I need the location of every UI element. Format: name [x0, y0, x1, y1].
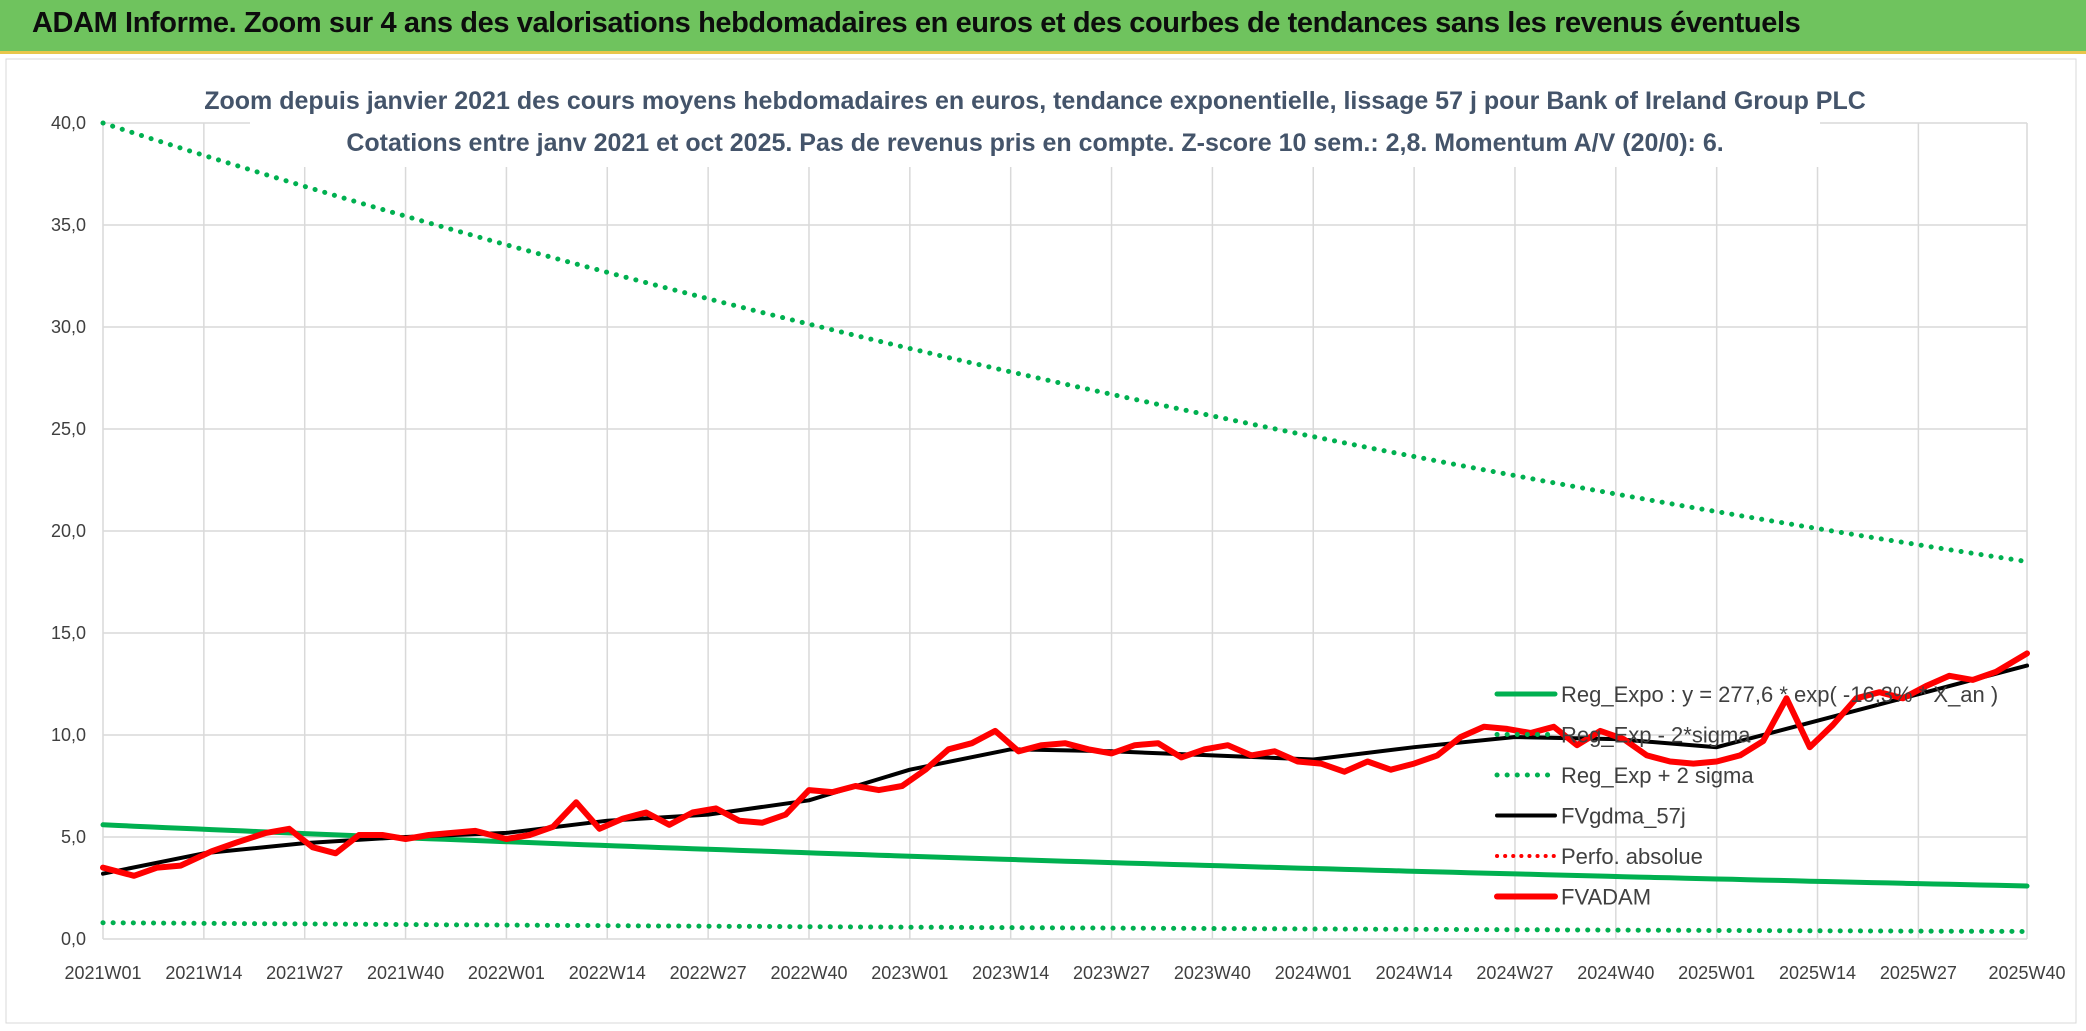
x-tick-label: 2023W40: [1174, 963, 1251, 983]
y-axis-ticks: 0,0 5,0 10,0 15,0 20,0 25,0 30,0 35,0 40,0: [51, 113, 86, 949]
x-axis-ticks: 2021W01 2021W14 2021W27 2021W40 2022W01 2022W…: [64, 963, 2065, 983]
x-tick-label: 2025W40: [1988, 963, 2065, 983]
x-tick-label: 2021W01: [64, 963, 141, 983]
y-tick-label: 10,0: [51, 725, 86, 745]
x-tick-label: 2021W14: [165, 963, 242, 983]
x-tick-label: 2023W27: [1073, 963, 1150, 983]
x-tick-label: 2021W27: [266, 963, 343, 983]
series-line-fvadam: [100, 650, 2030, 879]
y-tick-label: 0,0: [61, 929, 86, 949]
chart-title: Zoom depuis janvier 2021 des cours moyen…: [204, 87, 1866, 115]
legend: Reg_Expo : y = 277,6 * exp( -16,3% * X_a…: [1494, 682, 1998, 910]
chart-subtitle: Cotations entre janv 2021 et oct 2025. P…: [346, 129, 1723, 157]
legend-entry: FVADAM: [1561, 885, 1651, 910]
y-tick-label: 5,0: [61, 827, 86, 847]
x-tick-label: 2024W14: [1376, 963, 1453, 983]
y-tick-label: 20,0: [51, 521, 86, 541]
y-tick-label: 40,0: [51, 113, 86, 133]
x-tick-label: 2025W14: [1779, 963, 1856, 983]
y-tick-label: 35,0: [51, 215, 86, 235]
x-tick-label: 2022W01: [468, 963, 545, 983]
x-tick-label: 2025W01: [1678, 963, 1755, 983]
y-tick-label: 15,0: [51, 623, 86, 643]
y-tick-label: 25,0: [51, 419, 86, 439]
page-title: ADAM Informe. Zoom sur 4 ans des valoris…: [32, 7, 1801, 39]
x-tick-label: 2022W14: [569, 963, 646, 983]
x-tick-label: 2024W27: [1476, 963, 1553, 983]
x-tick-label: 2023W01: [871, 963, 948, 983]
x-tick-label: 2022W40: [770, 963, 847, 983]
x-tick-label: 2024W01: [1275, 963, 1352, 983]
x-tick-label: 2021W40: [367, 963, 444, 983]
x-tick-label: 2023W14: [972, 963, 1049, 983]
series-line-reg-exp-2-sigma: [100, 120, 2030, 565]
legend-entry: Perfo. absolue: [1561, 844, 1703, 869]
title-backdrop: [250, 75, 1820, 167]
series-line-reg-exp-2-sigma: [100, 920, 2030, 934]
legend-entry: Reg_Exp + 2 sigma: [1561, 763, 1754, 788]
x-tick-label: 2025W27: [1880, 963, 1957, 983]
x-tick-label: 2024W40: [1577, 963, 1654, 983]
legend-entry: Reg_Exp - 2*sigma: [1561, 723, 1751, 748]
legend-entry: FVgdma_57j: [1561, 804, 1686, 829]
y-tick-label: 30,0: [51, 317, 86, 337]
line-chart: Zoom depuis janvier 2021 des cours moyen…: [5, 58, 2077, 1024]
series-group: [100, 120, 2030, 934]
header-banner: ADAM Informe. Zoom sur 4 ans des valoris…: [0, 0, 2086, 54]
legend-entry: Reg_Expo : y = 277,6 * exp( -16,3% * X_a…: [1561, 682, 1998, 707]
x-tick-label: 2022W27: [670, 963, 747, 983]
